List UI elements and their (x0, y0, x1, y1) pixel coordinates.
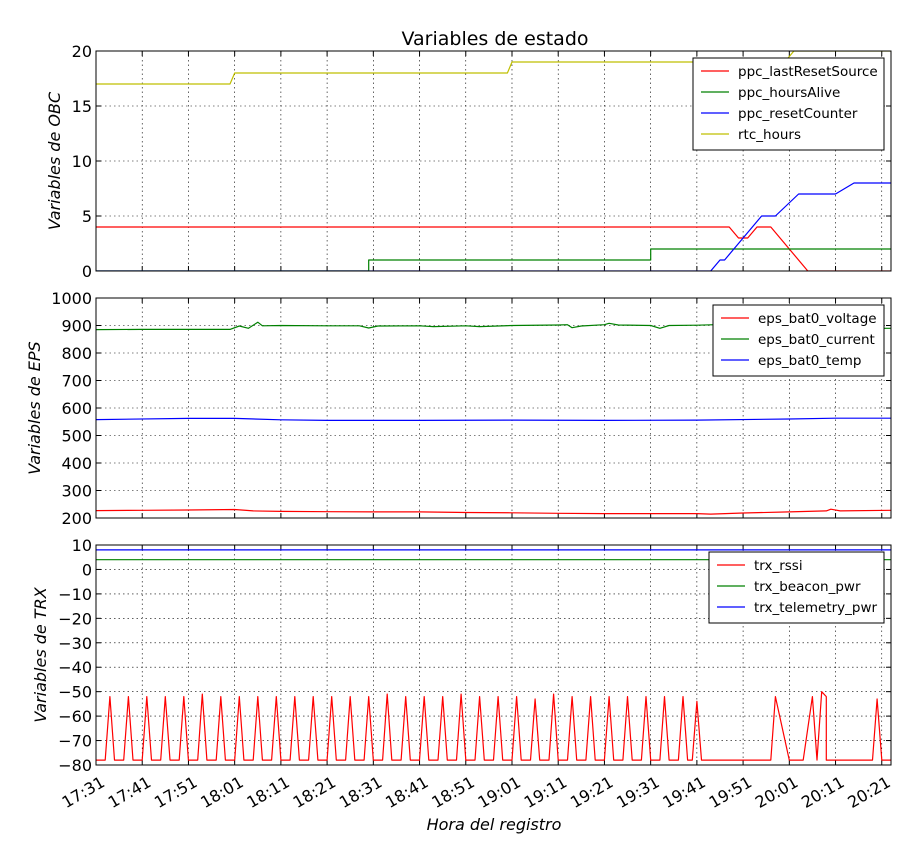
y-tick-label: 300 (61, 482, 92, 501)
y-tick-label: 10 (72, 536, 92, 555)
y-tick-label: 0 (82, 262, 92, 281)
plot-frame (95, 544, 892, 766)
series-line-trx_rssi (96, 691, 891, 761)
y-tick-label: −30 (58, 634, 92, 653)
x-tick-label: 19:41 (659, 772, 708, 812)
x-tick-label: 19:11 (521, 772, 570, 812)
series-line-ppc_lastResetSource (96, 226, 891, 271)
legend: ppc_lastResetSource ppc_hoursAlive ppc_res… (692, 57, 885, 151)
legend-entry: ppc_lastResetSource (738, 64, 878, 80)
chart-panels: 0 5 10 15 20 Variables de OBC ppc_lastResetSou… (25, 42, 892, 775)
x-tick-label: 19:31 (613, 772, 662, 812)
series-line-ppc_resetCounter (96, 182, 891, 271)
legend-entry: eps_bat0_current (758, 332, 875, 348)
y-tick-label: 1000 (51, 289, 92, 308)
x-tick-label: 18:31 (336, 772, 385, 812)
legend-entry: ppc_resetCounter (738, 106, 858, 122)
legend: eps_bat0_voltage eps_bat0_current eps_bat0… (712, 304, 885, 377)
y-tick-label: 800 (61, 344, 92, 363)
y-tick-label: 20 (72, 42, 92, 61)
plot-frame (95, 50, 892, 272)
x-axis-label: Hora del registro (427, 815, 562, 834)
x-tick-label: 18:41 (382, 772, 431, 812)
x-tick-label: 18:01 (197, 772, 246, 812)
x-tick-label: 20:21 (844, 772, 893, 812)
y-tick-label: 5 (82, 207, 92, 226)
y-tick-label: 900 (61, 317, 92, 336)
y-tick-label: 10 (72, 152, 92, 171)
x-tick-label: 18:51 (428, 772, 477, 812)
series-line-eps_bat0_voltage (96, 508, 891, 515)
x-tick-label: 19:21 (567, 772, 616, 812)
x-tick-label: 19:51 (706, 772, 755, 812)
x-tick-label: 19:01 (475, 772, 524, 812)
y-tick-label: 200 (61, 509, 92, 528)
y-tick-label: 15 (72, 97, 92, 116)
y-axis-label: Variables de TRX (31, 586, 50, 722)
legend-box (692, 57, 885, 151)
legend-box (712, 304, 885, 377)
series-line-eps_bat0_current (96, 321, 891, 331)
y-axis-label: Variables de EPS (25, 341, 44, 474)
legend-entry: trx_telemetry_pwr (754, 600, 878, 616)
y-axis-label: Variables de OBC (45, 91, 64, 230)
plot-frame (95, 297, 892, 519)
chart-panel-2: 200 300 400 500 600 700 800 900 1000 Variables de… (25, 289, 892, 528)
chart-title: Variables de estado (401, 28, 588, 50)
legend-entry: eps_bat0_voltage (758, 311, 877, 327)
y-tick-label: 500 (61, 427, 92, 446)
chart-panel-1: 0 5 10 15 20 Variables de OBC ppc_lastResetSou… (45, 42, 892, 281)
x-tick-label: 17:41 (105, 772, 154, 812)
legend-entry: trx_beacon_pwr (754, 579, 861, 595)
x-axis-tick-labels: 17:3117:4117:5118:0118:1118:2118:3118:41… (59, 772, 894, 812)
y-tick-label: −50 (58, 683, 92, 702)
legend: trx_rssi trx_beacon_pwr trx_telemetry_pwr (708, 551, 885, 624)
legend-entry: eps_bat0_temp (758, 353, 861, 369)
y-tick-label: −60 (58, 707, 92, 726)
y-tick-label: 0 (82, 560, 92, 579)
y-tick-label: −10 (58, 585, 92, 604)
legend-entry: rtc_hours (738, 127, 801, 143)
legend-entry: ppc_hoursAlive (738, 85, 840, 101)
y-tick-label: −70 (58, 732, 92, 751)
series-line-eps_bat0_temp (96, 417, 891, 421)
y-tick-label: −20 (58, 609, 92, 628)
y-tick-label: 700 (61, 372, 92, 391)
series-line-rtc_hours (96, 51, 891, 85)
y-tick-label: −80 (58, 756, 92, 775)
legend-box (708, 551, 885, 624)
x-tick-label: 17:31 (59, 772, 108, 812)
x-tick-label: 18:21 (290, 772, 339, 812)
x-tick-label: 20:01 (752, 772, 801, 812)
y-tick-label: 600 (61, 399, 92, 418)
y-tick-label: −40 (58, 658, 92, 677)
x-tick-label: 17:51 (151, 772, 200, 812)
x-tick-label: 20:11 (798, 772, 847, 812)
y-tick-label: 400 (61, 454, 92, 473)
x-tick-label: 18:11 (243, 772, 292, 812)
legend-entry: trx_rssi (754, 558, 803, 574)
series-line-ppc_hoursAlive (96, 248, 891, 271)
chart-panel-3: 10 0 −10 −20 −30 −40 −50 −60 −70 −80 Variables de … (31, 536, 892, 775)
